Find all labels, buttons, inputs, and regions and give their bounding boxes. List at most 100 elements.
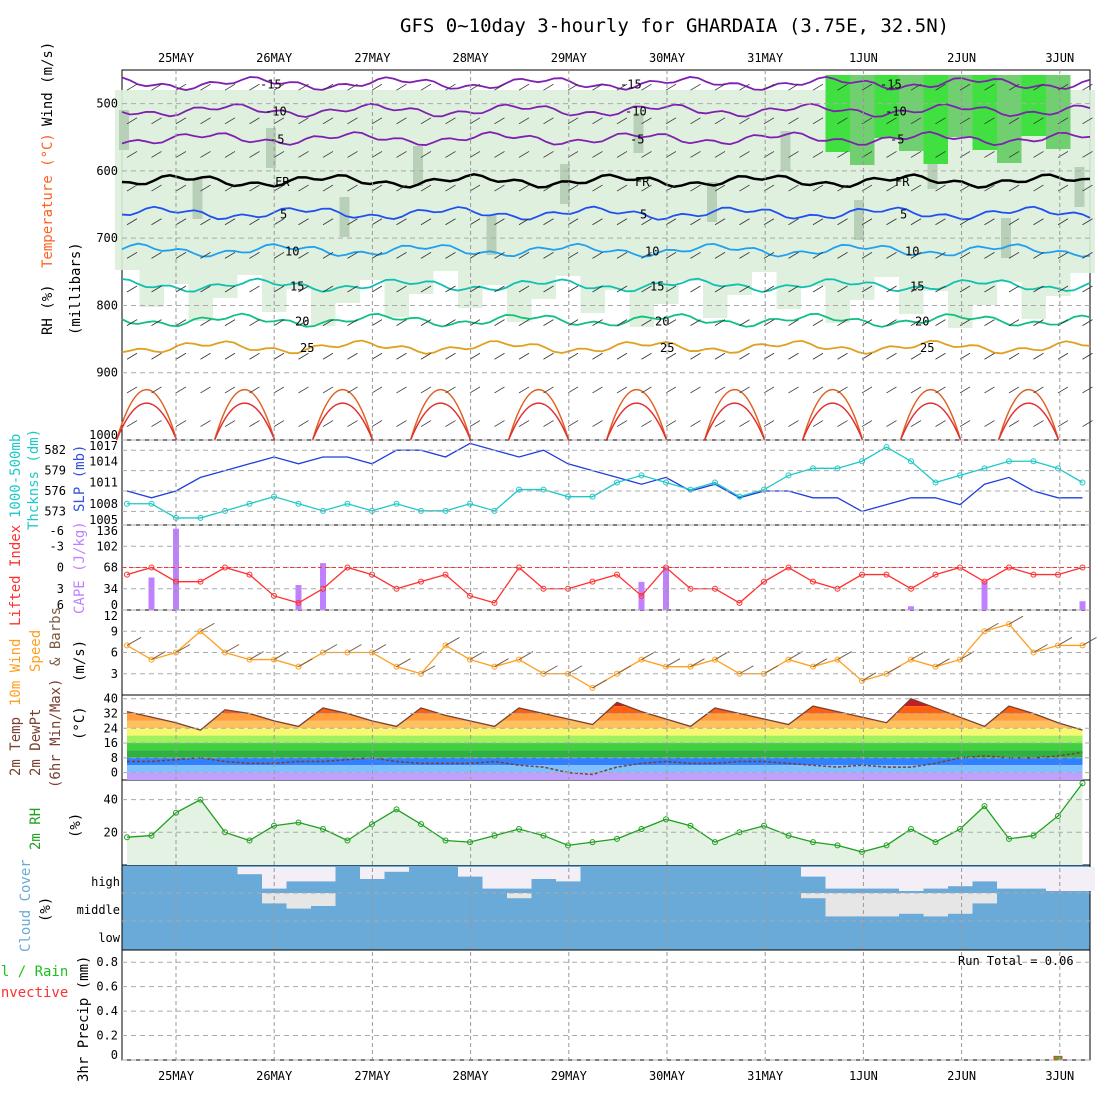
wind-barb — [1082, 83, 1093, 91]
wind-barb — [322, 285, 334, 293]
wind-barb — [1057, 218, 1069, 226]
temp-color-band — [127, 743, 1083, 751]
warm-isotherm — [997, 389, 1060, 441]
wind-barb — [641, 319, 652, 326]
lifted-index-point — [810, 578, 816, 585]
precip-tick-label: 0.8 — [96, 955, 118, 969]
wind-barb — [592, 184, 603, 192]
rh-shade — [531, 90, 556, 299]
warm-isotherm — [507, 402, 570, 441]
wind-barb-10m — [298, 658, 313, 668]
wind-barb — [910, 319, 922, 326]
wind-barb-10m — [347, 644, 362, 653]
cloud-high-bar — [850, 867, 875, 889]
wind-barb — [347, 184, 358, 192]
rh-shade — [727, 90, 752, 295]
wind-barb — [739, 83, 750, 91]
rh-shade-dark — [413, 146, 423, 186]
wind-barb — [1033, 319, 1044, 326]
wind-barb — [175, 151, 187, 158]
lifted-index-point — [1030, 571, 1037, 578]
wind-barb — [469, 319, 481, 326]
rh2m-point — [687, 822, 694, 829]
wind-barb — [959, 83, 971, 91]
isotherm-25 — [121, 339, 1091, 355]
wind-barb — [910, 184, 922, 192]
wind-barb — [1008, 151, 1020, 158]
rh2m-point — [516, 826, 522, 833]
li-tick-label: -6 — [50, 524, 64, 538]
wind-barb — [714, 151, 726, 158]
cape-bar — [663, 566, 669, 610]
cloud-high-bar — [556, 867, 581, 882]
wind-barb — [788, 151, 799, 158]
wind-barb — [396, 285, 407, 293]
slp-label: SLP (mb) — [72, 445, 88, 512]
wind-barb — [494, 420, 505, 427]
wind-barb — [1033, 352, 1044, 360]
rh-shade — [752, 90, 777, 272]
wind-barb — [812, 352, 824, 360]
wind-barb-10m — [126, 636, 142, 646]
wind-barb — [371, 83, 383, 91]
wind-barb — [298, 83, 309, 91]
wind-barb — [126, 117, 138, 125]
rh-shade — [776, 90, 801, 309]
rh2m-point — [932, 839, 939, 846]
slp-point — [908, 458, 914, 465]
wind-barb — [371, 252, 383, 259]
thickness-label: 1000-500mb — [8, 434, 24, 518]
wind-speed-point — [124, 642, 130, 649]
isotherm-label: 20 — [655, 314, 669, 328]
wind-barb — [273, 386, 285, 394]
wind-barb — [1082, 117, 1093, 125]
wind-barb-10m — [494, 658, 509, 668]
wind-barb-10m — [592, 679, 607, 689]
warm-isotherm — [409, 402, 472, 441]
wind-barb — [567, 184, 579, 192]
wind-barb — [273, 117, 285, 125]
wind-barb-10m — [1057, 636, 1073, 646]
lifted-index-point — [467, 592, 473, 599]
wind-barb — [714, 352, 726, 360]
wind-barb — [641, 83, 652, 91]
slp-tick-label: 1017 — [89, 439, 118, 453]
wind-barb — [396, 252, 407, 259]
wind-barb — [886, 386, 897, 394]
wind-barb — [665, 352, 677, 360]
wind-barb — [1008, 420, 1020, 427]
thickness-tick-label: 582 — [44, 443, 66, 457]
wind-barb — [175, 184, 187, 192]
rh2m-line — [126, 782, 1084, 853]
isotherm-label: 10 — [905, 244, 919, 258]
wind-barb — [984, 420, 995, 427]
wind-barb — [567, 117, 579, 125]
wind-barb-10m — [567, 665, 583, 675]
wind-barb — [249, 285, 260, 293]
wind-barb — [910, 83, 922, 91]
date-tick-top: 27MAY — [354, 51, 391, 65]
slp-tick-label: 1011 — [89, 476, 118, 490]
wind-barb — [445, 386, 456, 394]
wind-speed-point — [491, 663, 498, 670]
cape-tick-label: 34 — [104, 582, 118, 596]
precip-bar — [1053, 1055, 1063, 1061]
wind-barb — [1057, 386, 1069, 394]
wind-barb — [273, 420, 285, 427]
rh-shade — [801, 90, 826, 286]
rh2m-point — [663, 816, 669, 823]
wind-barb — [567, 83, 579, 91]
wind-speed-point — [957, 656, 963, 663]
wind-barb — [690, 151, 701, 158]
wind-barb — [788, 352, 799, 360]
cloud-high-bar — [482, 867, 507, 889]
wind-speed-point — [834, 656, 841, 663]
wind-barb — [543, 184, 554, 192]
wind-barb — [763, 252, 775, 259]
wind-barb — [984, 184, 995, 192]
rh-area — [127, 783, 1083, 865]
wind-barb — [592, 252, 603, 259]
isotherm-label: 10 — [645, 244, 659, 258]
rh2m-point — [246, 837, 253, 844]
wind-barb — [616, 218, 628, 226]
